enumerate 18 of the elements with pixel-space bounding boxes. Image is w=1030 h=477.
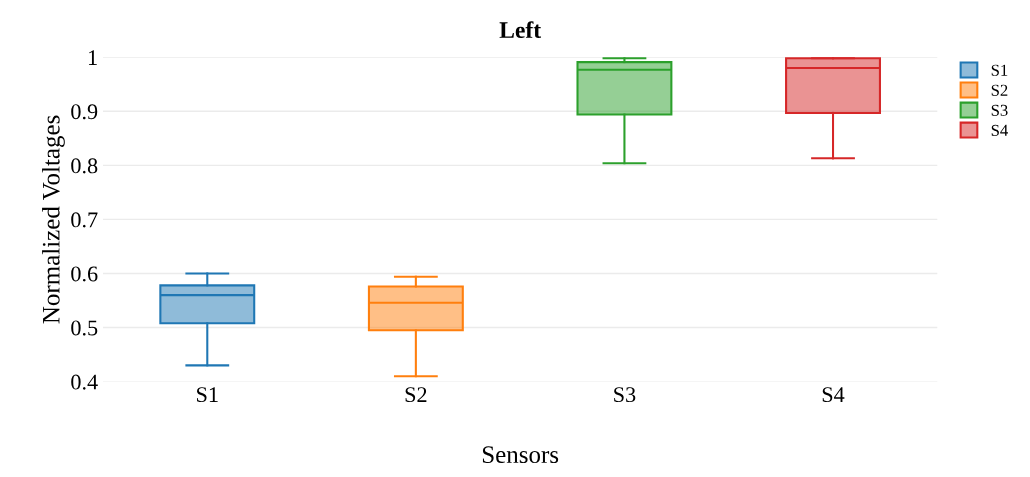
x-tick-label: S3 [614,387,636,403]
x-tick-label: S1 [197,387,218,403]
legend-label: S3 [991,104,1008,116]
y-tick-label: 0.5 [71,320,98,336]
x-tick-label: S2 [405,387,427,403]
y-tick-label: 0.8 [71,158,98,174]
legend-label: S2 [991,84,1008,96]
legend-label: S4 [991,124,1008,136]
y-tick-label: 1 [88,50,97,65]
y-axis-title: Normalized Voltages [42,115,65,324]
y-tick-label: 0.4 [71,374,98,390]
x-tick-label: S4 [822,387,845,403]
y-tick-label: 0.9 [71,104,98,120]
x-axis-title: Sensors [482,446,559,464]
y-tick-label: 0.6 [71,266,98,282]
chart-title: Left [499,21,542,39]
y-tick-label: 0.7 [71,212,98,228]
legend-label: S1 [991,64,1008,76]
